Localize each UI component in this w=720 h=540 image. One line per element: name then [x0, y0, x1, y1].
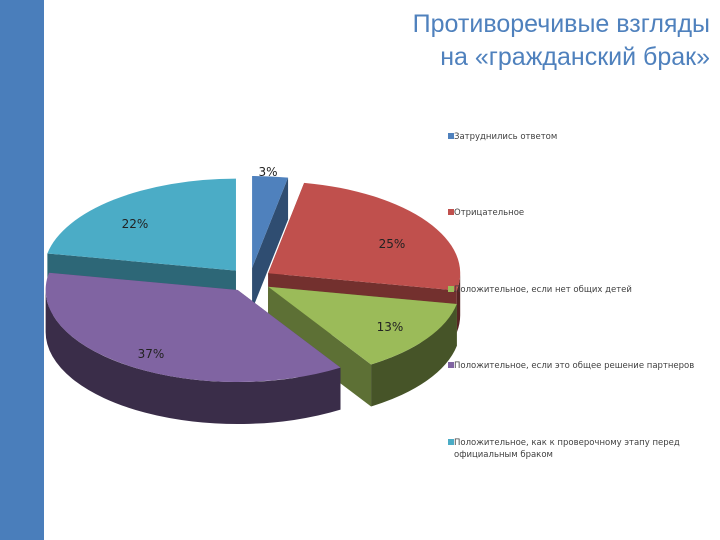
legend-item: Затруднились ответом	[448, 131, 710, 143]
legend-label: Отрицательное	[454, 208, 525, 218]
slice-top	[47, 178, 236, 271]
legend-item: Отрицательное	[448, 207, 710, 219]
slice-side-wall	[45, 290, 341, 425]
slice-radial-wall	[268, 286, 372, 407]
legend-label: Положительное, если это общее решение па…	[454, 361, 695, 371]
left-accent-bar	[0, 0, 44, 540]
legend-label: Положительное, как к проверочному этапу …	[454, 438, 680, 460]
legend-swatch	[448, 439, 454, 445]
legend-swatch	[448, 133, 454, 139]
slide-title: Противоречивые взгляды на «гражданский б…	[290, 8, 710, 74]
slice-top	[268, 182, 461, 291]
pie-slice	[268, 286, 457, 407]
slice-value-label: 13%	[377, 320, 404, 334]
slice-value-label: 25%	[379, 237, 406, 251]
slice-side-wall	[456, 273, 461, 333]
legend-swatch	[448, 209, 454, 215]
legend-item: Положительное, если это общее решение па…	[448, 360, 710, 372]
slice-radial-wall	[252, 177, 289, 310]
slice-value-label: 3%	[258, 165, 277, 179]
legend-item: Положительное, как к проверочному этапу …	[448, 437, 710, 461]
slice-top	[45, 272, 341, 383]
pie-slice	[252, 175, 289, 310]
legend-swatch	[448, 286, 454, 292]
legend-label: Затруднились ответом	[454, 132, 558, 142]
slice-top	[252, 175, 289, 268]
legend-label: Положительное, если нет общих детей	[454, 285, 632, 295]
slice-value-label: 37%	[138, 347, 165, 361]
slice-side-wall	[371, 304, 457, 407]
legend-swatch	[448, 362, 454, 368]
title-line-2: на «гражданский брак»	[440, 43, 710, 71]
title-line-1: Противоречивые взгляды	[412, 10, 710, 38]
pie-slice	[45, 272, 341, 425]
legend-item: Положительное, если нет общих детей	[448, 284, 710, 296]
slice-top	[268, 286, 457, 365]
slice-value-label: 22%	[122, 217, 149, 231]
